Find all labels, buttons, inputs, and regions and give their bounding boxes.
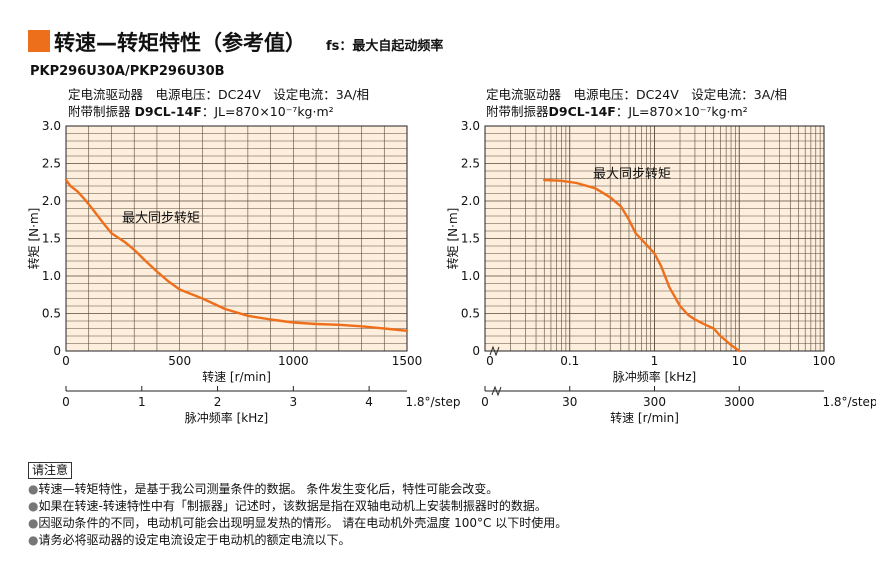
y-tick-label: 2.0 bbox=[42, 194, 61, 208]
conditions-line1: 定电流驱动器 电源电压：DC24V 设定电流：3A/相 bbox=[486, 87, 788, 102]
y-tick-label: 2.5 bbox=[42, 157, 61, 171]
note-text: 请务必将驱动器的设定电流设定于电动机的额定电流以下。 bbox=[38, 533, 351, 547]
conditions-line2: 附带制振器D9CL-14F：JL=870×10⁻⁷kg·m² bbox=[486, 103, 787, 120]
bullet-icon: ● bbox=[28, 499, 39, 513]
secondary-tick-label: 0 bbox=[62, 395, 70, 409]
plot-frame bbox=[484, 125, 825, 352]
note-item: ●请务必将驱动器的设定电流设定于电动机的额定电流以下。 bbox=[28, 532, 567, 549]
damper-model: D9CL-14F bbox=[134, 104, 202, 119]
x-tick-label: 1500 bbox=[392, 354, 423, 368]
x-tick-label: 0.1 bbox=[560, 354, 579, 368]
x-tick-label: 10 bbox=[732, 354, 747, 368]
secondary-tick-label: 300 bbox=[643, 395, 666, 409]
secondary-tick-label: 3 bbox=[290, 395, 298, 409]
series-line bbox=[543, 178, 741, 353]
inertia-value: ：JL=870×10⁻⁷kg·m² bbox=[615, 104, 748, 119]
axis-break-icon bbox=[489, 345, 500, 357]
x-tick-label: 1000 bbox=[278, 354, 309, 368]
y-axis-label: 转矩 [N·m] bbox=[445, 208, 460, 270]
y-tick-label: 3.0 bbox=[461, 119, 480, 133]
bullet-icon: ● bbox=[28, 533, 39, 547]
y-tick-label: 0.5 bbox=[461, 307, 480, 321]
secondary-tick-label: 0 bbox=[481, 395, 489, 409]
secondary-tick-label: 2 bbox=[214, 395, 222, 409]
inertia-value: ：JL=870×10⁻⁷kg·m² bbox=[201, 104, 334, 119]
damper-model: D9CL-14F bbox=[548, 104, 616, 119]
y-tick-label: 0 bbox=[53, 344, 61, 358]
secondary-axis-unit: 1.8°/step bbox=[822, 395, 876, 409]
note-text: 因驱动条件的不同，电动机可能会出现明显发热的情形。 请在电动机外壳温度 100°… bbox=[38, 516, 568, 530]
note-item: ●因驱动条件的不同，电动机可能会出现明显发热的情形。 请在电动机外壳温度 100… bbox=[28, 515, 567, 532]
notes-title: 请注意 bbox=[28, 462, 73, 479]
secondary-tick-label: 3000 bbox=[724, 395, 755, 409]
secondary-tick-label: 4 bbox=[365, 395, 373, 409]
secondary-axis-label: 转速 [r/min] bbox=[610, 410, 679, 425]
x-tick-label: 100 bbox=[813, 354, 836, 368]
model-name: PKP296U30A/PKP296U30B bbox=[30, 64, 225, 79]
x-tick-label: 1 bbox=[651, 354, 659, 368]
y-tick-label: 0.5 bbox=[42, 307, 61, 321]
note-item: ●如果在转速-转速特性中有「制振器」记述时，该数据是指在双轴电动机上安装制振器时… bbox=[28, 498, 567, 515]
y-axis-label: 转矩 [N·m] bbox=[26, 208, 41, 270]
page-subtitle: fs：最大自起动频率 bbox=[326, 39, 444, 54]
charts-canvas: 00.51.01.52.02.53.0转矩 [N·m]0 500 1000 1500转… bbox=[26, 119, 876, 425]
secondary-tick-label: 30 bbox=[562, 395, 577, 409]
y-tick-label: 2.0 bbox=[461, 194, 480, 208]
series-line bbox=[64, 178, 409, 332]
notes-section: 请注意 ●转速—转矩特性，是基于我公司测量条件的数据。 条件发生变化后，特性可能… bbox=[28, 462, 567, 549]
x-tick-label: 0 bbox=[486, 354, 494, 368]
plot-frame bbox=[65, 125, 408, 352]
y-tick-label: 1.5 bbox=[42, 232, 61, 246]
x-axis-label: 脉冲频率 [kHz] bbox=[613, 369, 696, 384]
y-tick-label: 3.0 bbox=[42, 119, 61, 133]
conditions-line2: 附带制振器 D9CL-14F：JL=870×10⁻⁷kg·m² bbox=[68, 103, 369, 120]
y-tick-label: 0 bbox=[472, 344, 480, 358]
secondary-tick-label: 1 bbox=[138, 395, 146, 409]
x-tick-label: 500 bbox=[168, 354, 191, 368]
axis-break-icon bbox=[491, 385, 502, 397]
curve-annotation: 最大同步转矩 bbox=[122, 211, 200, 226]
y-tick-label: 2.5 bbox=[461, 157, 480, 171]
note-text: 转速—转矩特性，是基于我公司测量条件的数据。 条件发生变化后，特性可能会改变。 bbox=[38, 482, 499, 496]
secondary-axis-label: 脉冲频率 [kHz] bbox=[185, 410, 268, 425]
note-text: 如果在转速-转速特性中有「制振器」记述时，该数据是指在双轴电动机上安装制振器时的… bbox=[38, 499, 547, 513]
x-tick-label: 0 bbox=[62, 354, 70, 368]
conditions-left: 定电流驱动器 电源电压：DC24V 设定电流：3A/相 附带制振器 D9CL-1… bbox=[68, 86, 369, 120]
conditions-line1: 定电流驱动器 电源电压：DC24V 设定电流：3A/相 bbox=[68, 87, 370, 102]
secondary-axis-unit: 1.8°/step bbox=[405, 395, 460, 409]
page-title: 转速—转矩特性（参考值） bbox=[54, 31, 306, 55]
conditions-right: 定电流驱动器 电源电压：DC24V 设定电流：3A/相 附带制振器D9CL-14… bbox=[486, 86, 787, 120]
note-item: ●转速—转矩特性，是基于我公司测量条件的数据。 条件发生变化后，特性可能会改变。 bbox=[28, 481, 567, 498]
x-axis-label: 转速 [r/min] bbox=[202, 369, 271, 384]
title-square-icon bbox=[28, 30, 50, 52]
bullet-icon: ● bbox=[28, 482, 39, 496]
y-tick-label: 1.5 bbox=[461, 232, 480, 246]
conditions-line2-prefix: 附带制振器 bbox=[68, 104, 131, 119]
bullet-icon: ● bbox=[28, 516, 39, 530]
conditions-line2-prefix: 附带制振器 bbox=[486, 104, 549, 119]
y-tick-label: 1.0 bbox=[42, 269, 61, 283]
y-tick-label: 1.0 bbox=[461, 269, 480, 283]
curve-annotation: 最大同步转矩 bbox=[593, 167, 671, 182]
